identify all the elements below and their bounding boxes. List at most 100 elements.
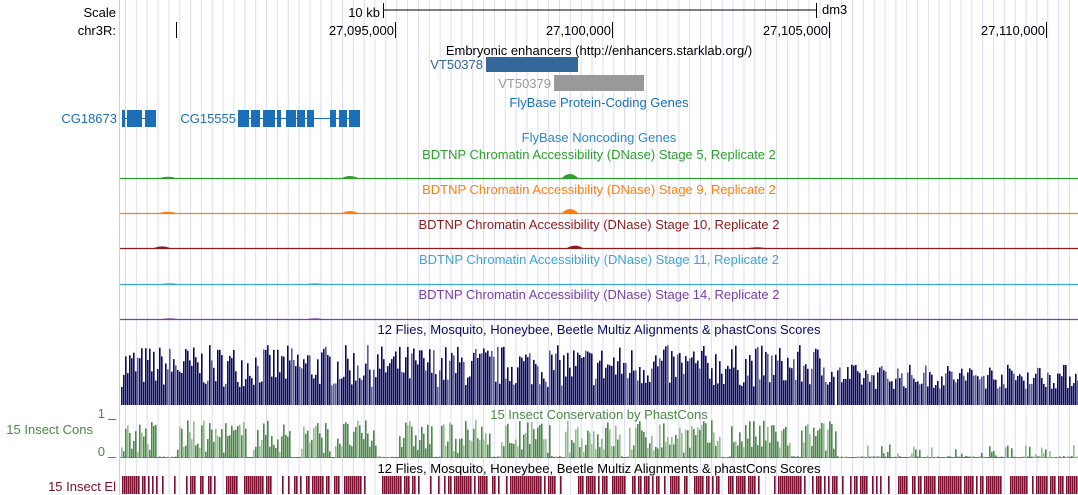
cons-bar: [621, 456, 623, 458]
multiz-bar: [667, 345, 669, 405]
multiz-bar: [637, 380, 639, 405]
cons-bar: [863, 456, 865, 458]
gene-cg15555[interactable]: [238, 110, 360, 127]
cons-bar: [767, 426, 769, 458]
multiz-bar: [809, 384, 811, 405]
conserved-element: [672, 476, 674, 494]
conserved-element: [590, 476, 592, 494]
cons-bar: [121, 447, 123, 458]
multiz-bar: [819, 358, 821, 405]
conserved-element: [742, 476, 744, 494]
multiz-bar: [231, 358, 233, 405]
multiz-bar: [757, 346, 759, 405]
gene-label[interactable]: CG15555: [180, 111, 236, 126]
conserved-element: [1014, 476, 1016, 494]
multiz-bar: [1039, 368, 1041, 405]
conserved-element: [252, 476, 254, 494]
multiz-bar: [591, 353, 593, 405]
conserved-element: [736, 476, 738, 494]
conserved-element: [528, 476, 530, 494]
noncoding-track-title[interactable]: FlyBase Noncoding Genes: [522, 130, 677, 145]
multiz-bar: [485, 352, 487, 405]
conserved-element: [786, 476, 788, 494]
conserved-element: [548, 476, 550, 494]
cons-bar: [493, 456, 495, 458]
multiz-bar: [311, 374, 313, 405]
conserved-element: [358, 476, 360, 494]
conserved-element: [996, 476, 998, 494]
dnase-track-title[interactable]: BDTNP Chromatin Accessibility (DNase) St…: [418, 287, 779, 302]
cons-signal[interactable]: [120, 420, 1078, 458]
enhancer-feature[interactable]: [554, 75, 644, 91]
cons-bar: [321, 437, 323, 458]
conserved-element: [902, 476, 904, 494]
dnase-track-title[interactable]: BDTNP Chromatin Accessibility (DNase) St…: [419, 252, 779, 267]
multiz-bar: [187, 350, 189, 405]
multiz-bar: [721, 373, 723, 405]
multiz-bar: [441, 357, 443, 405]
cons-bar: [861, 456, 863, 458]
conserved-element: [320, 476, 322, 494]
multiz-bar: [655, 355, 657, 405]
enhancer-label[interactable]: VT50378: [430, 57, 483, 72]
cons-bar: [681, 432, 683, 458]
cons-bar: [577, 427, 579, 458]
enhancer-label[interactable]: VT50379: [498, 76, 551, 91]
conserved-element: [850, 476, 852, 494]
dnase-track-title[interactable]: BDTNP Chromatin Accessibility (DNase) St…: [422, 147, 776, 162]
multiz-bar: [439, 370, 441, 405]
conserved-element: [918, 476, 920, 494]
cons-bar: [831, 423, 833, 458]
cons-bar: [931, 447, 933, 458]
multiz-bar: [845, 378, 847, 405]
conserved-element: [856, 476, 858, 494]
conserved-element: [300, 476, 302, 494]
conserved-element: [712, 476, 714, 494]
dnase-track-title[interactable]: BDTNP Chromatin Accessibility (DNase) St…: [418, 217, 779, 232]
cons-bar: [1031, 456, 1033, 458]
multiz-bar: [991, 370, 993, 405]
multiz-bar: [481, 353, 483, 405]
multiz-bar: [1035, 373, 1037, 405]
cons-bar: [659, 424, 661, 458]
elements-track-title[interactable]: 12 Flies, Mosquito, Honeybee, Beetle Mul…: [378, 461, 821, 476]
conserved-element: [456, 476, 458, 494]
elements-features[interactable]: [122, 476, 1078, 494]
multiz-bar: [977, 376, 979, 405]
multiz-bar: [135, 371, 137, 405]
multiz-bar: [847, 367, 849, 405]
cons-bar: [535, 439, 537, 458]
dnase-track-title[interactable]: BDTNP Chromatin Accessibility (DNase) St…: [422, 182, 776, 197]
multiz-bar: [867, 373, 869, 405]
multiz-bar: [633, 370, 635, 405]
cons-bar: [211, 429, 213, 458]
conserved-element: [554, 476, 556, 494]
elements-side-label[interactable]: 15 Insect El: [48, 479, 116, 494]
multiz-bar: [211, 360, 213, 405]
gene-cg18673[interactable]: [122, 110, 156, 127]
cons-bar: [351, 445, 353, 458]
multiz-bar: [487, 350, 489, 405]
cons-bar: [813, 427, 815, 458]
cons-side-label[interactable]: 15 Insect Cons: [6, 422, 93, 437]
conserved-element: [254, 476, 256, 494]
enhancers-track-title[interactable]: Embryonic enhancers (http://enhancers.st…: [446, 43, 752, 58]
cons-track-title[interactable]: 15 Insect Conservation by PhastCons: [490, 407, 708, 422]
multiz-signal[interactable]: [121, 345, 1078, 405]
multiz-bar: [437, 386, 439, 405]
cons-bar: [731, 426, 733, 458]
enhancer-feature[interactable]: [486, 57, 578, 72]
multiz-bar: [949, 370, 951, 405]
cons-bar: [553, 456, 555, 458]
cons-bar: [1025, 445, 1027, 458]
multiz-bar: [343, 376, 345, 405]
multiz-bar: [833, 376, 835, 405]
multiz-bar: [1037, 367, 1039, 405]
dnase-peak: [160, 176, 176, 178]
multiz-bar: [843, 379, 845, 405]
multiz-bar: [349, 370, 351, 405]
protein-coding-track-title[interactable]: FlyBase Protein-Coding Genes: [509, 95, 689, 110]
gene-label[interactable]: CG18673: [61, 111, 117, 126]
multiz-track-title[interactable]: 12 Flies, Mosquito, Honeybee, Beetle Mul…: [378, 322, 821, 337]
